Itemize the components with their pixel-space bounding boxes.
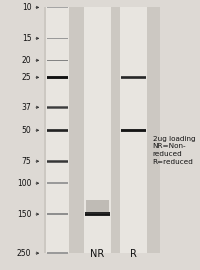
FancyBboxPatch shape bbox=[44, 7, 160, 253]
FancyBboxPatch shape bbox=[47, 160, 68, 163]
Text: 100: 100 bbox=[17, 179, 31, 188]
Text: 25: 25 bbox=[22, 73, 31, 82]
FancyBboxPatch shape bbox=[47, 59, 68, 61]
FancyBboxPatch shape bbox=[121, 129, 146, 132]
FancyBboxPatch shape bbox=[47, 77, 68, 78]
FancyBboxPatch shape bbox=[47, 183, 68, 184]
FancyBboxPatch shape bbox=[84, 7, 111, 253]
Text: 15: 15 bbox=[22, 34, 31, 43]
FancyBboxPatch shape bbox=[47, 106, 68, 109]
FancyBboxPatch shape bbox=[47, 107, 68, 108]
FancyBboxPatch shape bbox=[121, 77, 146, 78]
Text: 75: 75 bbox=[22, 157, 31, 166]
Text: 20: 20 bbox=[22, 56, 31, 65]
FancyBboxPatch shape bbox=[120, 7, 147, 253]
FancyBboxPatch shape bbox=[121, 76, 146, 79]
FancyBboxPatch shape bbox=[121, 130, 146, 131]
FancyBboxPatch shape bbox=[47, 252, 68, 254]
Text: 50: 50 bbox=[22, 126, 31, 135]
Text: 2ug loading
NR=Non-
reduced
R=reduced: 2ug loading NR=Non- reduced R=reduced bbox=[153, 136, 195, 165]
FancyBboxPatch shape bbox=[85, 214, 110, 215]
FancyBboxPatch shape bbox=[47, 130, 68, 131]
FancyBboxPatch shape bbox=[47, 38, 68, 39]
FancyBboxPatch shape bbox=[46, 7, 69, 253]
Text: 250: 250 bbox=[17, 249, 31, 258]
FancyBboxPatch shape bbox=[47, 161, 68, 162]
Text: NR: NR bbox=[90, 249, 105, 259]
Text: 10: 10 bbox=[22, 3, 31, 12]
FancyBboxPatch shape bbox=[47, 213, 68, 215]
Text: 37: 37 bbox=[22, 103, 31, 112]
FancyBboxPatch shape bbox=[47, 76, 68, 79]
FancyBboxPatch shape bbox=[47, 6, 68, 8]
Text: R: R bbox=[130, 249, 137, 259]
FancyBboxPatch shape bbox=[47, 129, 68, 132]
Text: 150: 150 bbox=[17, 210, 31, 219]
FancyBboxPatch shape bbox=[86, 200, 109, 212]
FancyBboxPatch shape bbox=[85, 212, 110, 216]
